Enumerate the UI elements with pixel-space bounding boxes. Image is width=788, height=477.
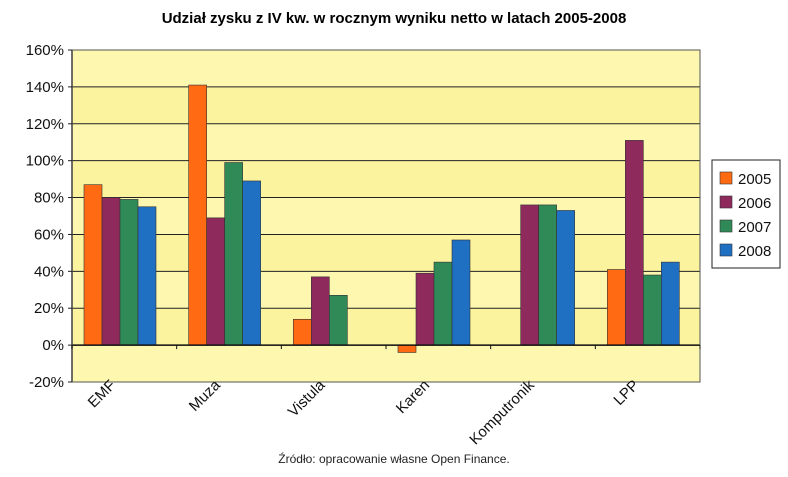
source-note: Źródło: opracowanie własne Open Finance. bbox=[278, 452, 510, 466]
bar-emf-2005 bbox=[83, 184, 103, 346]
bar-karen-2006 bbox=[415, 272, 435, 346]
legend-label-2006: 2006 bbox=[738, 195, 771, 212]
y-tick-label: 60% bbox=[34, 226, 64, 243]
bar-lpp-2007 bbox=[643, 274, 662, 346]
bar-muza-2008 bbox=[242, 180, 261, 346]
bar-komputronik-2008 bbox=[556, 210, 575, 346]
plot-border bbox=[71, 49, 701, 383]
bar-vistula-2007 bbox=[329, 295, 348, 346]
x-tick-label-vistula: Vistula bbox=[285, 376, 329, 420]
axes bbox=[71, 49, 701, 383]
legend-swatch-2008 bbox=[719, 243, 733, 257]
plot-band bbox=[72, 234, 700, 272]
y-tick-label: 100% bbox=[26, 153, 64, 170]
bar-muza-2006 bbox=[206, 217, 225, 346]
bar-lpp-2005 bbox=[607, 269, 626, 346]
bar-lpp-2006 bbox=[625, 140, 644, 346]
y-tick-label: 120% bbox=[26, 116, 64, 133]
bar-muza-2007 bbox=[224, 162, 243, 346]
bar-emf-2008 bbox=[137, 206, 157, 346]
legend-label-2008: 2008 bbox=[738, 243, 771, 260]
bar-karen-2008 bbox=[451, 239, 471, 346]
bar-emf-2007 bbox=[119, 199, 139, 346]
y-tick-label: 80% bbox=[34, 190, 64, 207]
legend-swatch-2006 bbox=[719, 195, 733, 209]
x-tick-label-komputronik: Komputronik bbox=[466, 376, 538, 448]
x-tick-label-karen: Karen bbox=[393, 377, 433, 417]
bar-muza-2005 bbox=[188, 84, 207, 346]
y-tick-label: -20% bbox=[29, 374, 64, 391]
y-tick-labels: -20% 0% 20% 40% 60% 80% 100% 120% 140% 160% bbox=[26, 42, 72, 391]
y-tick-label: 40% bbox=[34, 263, 64, 280]
bars bbox=[83, 84, 680, 353]
bar-karen-2005 bbox=[397, 344, 417, 353]
x-tick-labels: EMF Muza Vistula Karen Komputronik LPP bbox=[85, 376, 643, 448]
y-tick-label: 0% bbox=[42, 337, 64, 354]
y-tick-label: 160% bbox=[26, 42, 64, 59]
bar-vistula-2006 bbox=[311, 276, 330, 346]
bar-karen-2007 bbox=[433, 261, 453, 346]
bar-vistula-2005 bbox=[293, 318, 312, 346]
y-tick-label: 140% bbox=[26, 79, 64, 96]
plot-band bbox=[72, 86, 700, 124]
y-tick-label: 20% bbox=[34, 300, 64, 317]
bar-emf-2006 bbox=[101, 197, 121, 346]
legend-swatch-2005 bbox=[719, 171, 733, 185]
chart-title: Udział zysku z IV kw. w rocznym wyniku n… bbox=[161, 10, 627, 27]
legend-label-2005: 2005 bbox=[738, 171, 771, 188]
plot-band bbox=[72, 308, 700, 346]
bar-komputronik-2006 bbox=[520, 204, 539, 346]
legend: 2005 2006 2007 2008 bbox=[711, 159, 781, 269]
bar-komputronik-2007 bbox=[538, 204, 557, 346]
bar-lpp-2008 bbox=[661, 261, 680, 346]
plot-area bbox=[72, 50, 700, 382]
legend-label-2007: 2007 bbox=[738, 219, 771, 236]
plot-band bbox=[72, 160, 700, 198]
legend-swatch-2007 bbox=[719, 219, 733, 233]
